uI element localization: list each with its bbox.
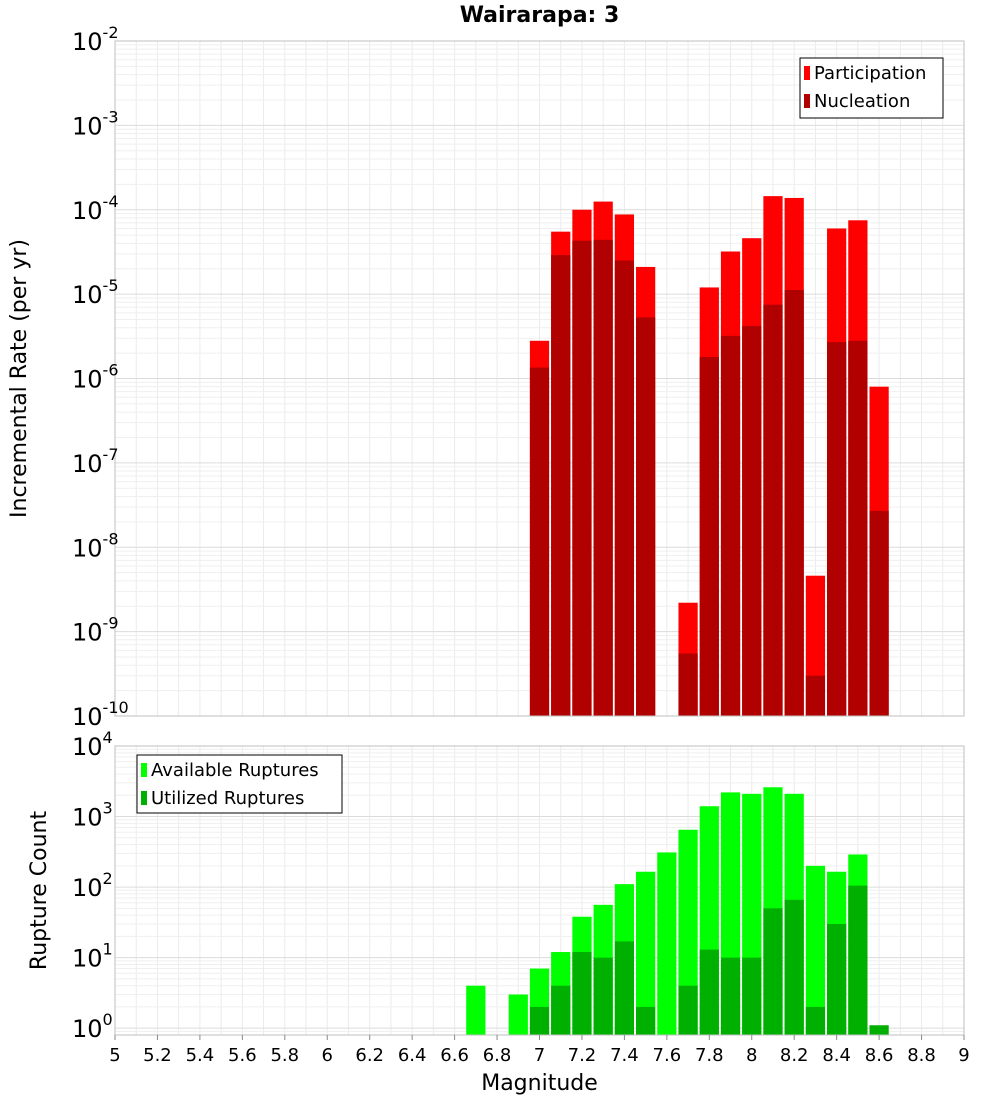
y-tick-label: 104 (72, 728, 113, 761)
x-tick-label: 6.4 (398, 1045, 427, 1066)
bar-available-ruptures (466, 985, 486, 1035)
bar-available-ruptures (508, 994, 528, 1035)
y-tick-label: 10-9 (72, 614, 119, 647)
bar-nucleation (551, 255, 571, 716)
legend-label: Nucleation (814, 91, 910, 112)
panel-2: 100 101 102 103 104 Rupture Count Available Ru… (27, 728, 970, 1096)
bar-available-ruptures (678, 829, 698, 1035)
x-tick-label: 6.8 (483, 1045, 512, 1066)
bar-nucleation (593, 239, 613, 716)
bar-utilized-ruptures (848, 885, 868, 1035)
y-tick-label: 100 (72, 1010, 113, 1043)
chart-title: Wairarapa: 3 (460, 3, 620, 28)
bar-nucleation (848, 340, 868, 716)
bar-utilized-ruptures (805, 1006, 826, 1035)
bar-nucleation (614, 260, 635, 716)
y-tick-label: 103 (72, 799, 113, 832)
y-tick-label: 102 (72, 869, 113, 902)
bar-nucleation (699, 356, 719, 716)
x-axis-label: Magnitude (481, 1071, 598, 1096)
bar-utilized-ruptures (742, 957, 762, 1035)
bar-utilized-ruptures (614, 941, 635, 1035)
bar-nucleation (784, 289, 804, 716)
y-tick-label: 10-2 (72, 23, 119, 56)
bar-utilized-ruptures (827, 923, 847, 1035)
bar-utilized-ruptures (869, 1025, 889, 1035)
legend-box (799, 57, 944, 119)
bar-nucleation (763, 304, 783, 716)
bar-available-ruptures (636, 871, 656, 1035)
x-tick-label: 5.8 (270, 1045, 299, 1066)
legend: Participation Nucleation (799, 57, 944, 119)
x-tick-label: 6.6 (440, 1045, 469, 1066)
plot-border (114, 40, 965, 717)
bar-utilized-ruptures (593, 957, 613, 1035)
x-tick-label: 8.6 (865, 1045, 894, 1066)
x-tick-label: 8.4 (822, 1045, 851, 1066)
bar-nucleation (636, 317, 656, 716)
x-tick-label: 5 (109, 1045, 120, 1066)
x-tick-label: 9 (958, 1045, 969, 1066)
x-tick-label: 8 (746, 1045, 757, 1066)
x-tick-label: 6.2 (355, 1045, 384, 1066)
x-tick-label: 7.4 (610, 1045, 639, 1066)
bar-utilized-ruptures (720, 957, 741, 1035)
bar-nucleation (869, 510, 889, 716)
x-tick-label: 7.6 (653, 1045, 682, 1066)
bar-nucleation (572, 240, 592, 717)
y-tick-label: 10-10 (72, 698, 129, 731)
bar-utilized-ruptures (551, 985, 571, 1035)
legend: Available Ruptures Utilized Ruptures (136, 754, 343, 814)
bar-utilized-ruptures (784, 899, 804, 1035)
bar-utilized-ruptures (572, 952, 592, 1035)
y-tick-label: 10-8 (72, 529, 119, 562)
x-tick-label: 8.2 (780, 1045, 809, 1066)
bar-nucleation (720, 335, 741, 716)
y-tick-label: 10-6 (72, 361, 119, 394)
bar-nucleation (678, 653, 698, 716)
bar-available-ruptures (805, 865, 826, 1035)
legend-label: Participation (814, 63, 926, 84)
y-axis-label: Incremental Rate (per yr) (7, 239, 32, 518)
y-tick-label: 10-5 (72, 276, 119, 309)
legend-label: Available Ruptures (151, 760, 319, 781)
legend-swatch (141, 791, 147, 805)
x-tick-label: 7.8 (695, 1045, 724, 1066)
bar-nucleation (805, 675, 826, 716)
bar-nucleation (742, 325, 762, 716)
legend-swatch (804, 94, 810, 108)
y-tick-label: 10-7 (72, 445, 119, 478)
bar-available-ruptures (657, 852, 677, 1035)
bar-utilized-ruptures (529, 1006, 550, 1035)
y-tick-label: 101 (72, 940, 113, 973)
legend-box (136, 754, 343, 814)
x-tick-label: 5.2 (143, 1045, 172, 1066)
bar-utilized-ruptures (678, 985, 698, 1035)
legend-label: Utilized Ruptures (151, 788, 304, 809)
x-tick-label: 7.2 (568, 1045, 597, 1066)
panel-1: 10-10 10-9 10-8 10-7 10-6 10-5 10-4 10-3 10-2 Inc… (7, 23, 965, 731)
bar-nucleation (827, 342, 847, 716)
x-tick-label: 7 (534, 1045, 545, 1066)
legend-swatch (141, 763, 147, 777)
y-tick-label: 10-4 (72, 192, 119, 225)
legend-swatch (804, 66, 810, 80)
bar-nucleation (529, 367, 550, 716)
bar-utilized-ruptures (636, 1006, 656, 1035)
y-tick-label: 10-3 (72, 107, 119, 140)
x-tick-label: 6 (322, 1045, 333, 1066)
bar-utilized-ruptures (699, 949, 719, 1035)
y-axis-label: Rupture Count (27, 811, 52, 971)
x-tick-label: 5.4 (186, 1045, 215, 1066)
bar-utilized-ruptures (763, 908, 783, 1035)
x-tick-label: 5.6 (228, 1045, 257, 1066)
x-tick-label: 8.8 (907, 1045, 936, 1066)
